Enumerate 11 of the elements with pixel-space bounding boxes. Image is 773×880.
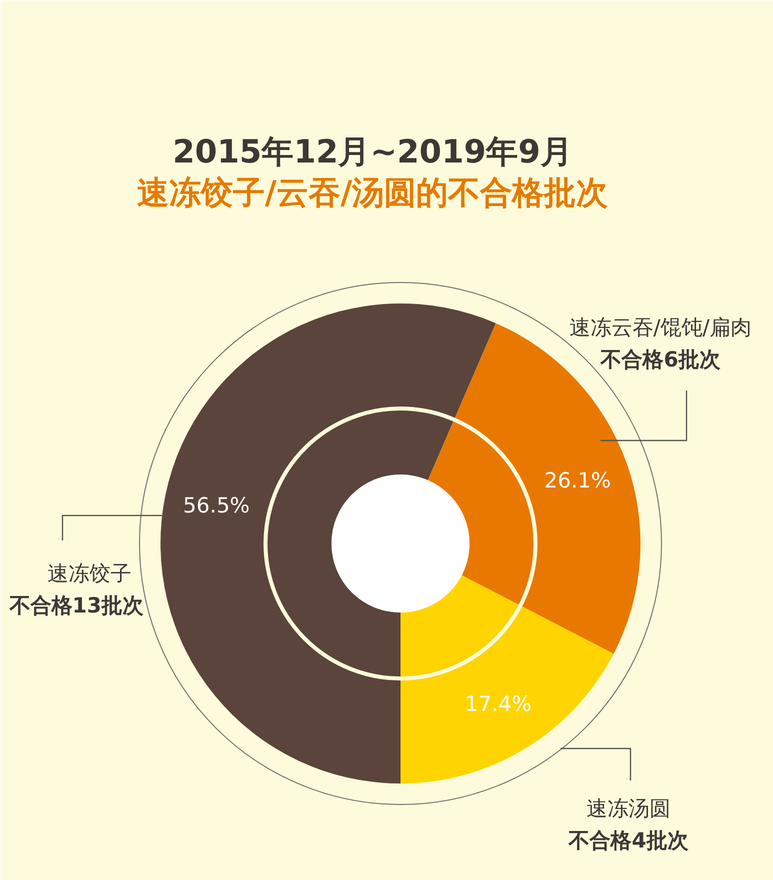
chart-subtitle: 速冻饺子/云吞/汤圆的不合格批次 [136, 174, 608, 212]
slice-label: 速冻汤圆 [586, 796, 670, 820]
text: 不合格13批次 [8, 594, 144, 618]
data-label: 17.4% [464, 692, 532, 716]
slice-label: 速冻饺子 [48, 562, 132, 586]
slice-label: 速冻云吞/馄饨/扁肉 [569, 316, 752, 340]
text: 不合格6批次 [600, 348, 722, 372]
text: 不合格4批次 [568, 828, 690, 852]
data-label: 56.5% [183, 493, 250, 518]
chart-title: 2015年12月~2019年9月 [172, 132, 572, 170]
data-label: 26.1% [544, 468, 611, 492]
